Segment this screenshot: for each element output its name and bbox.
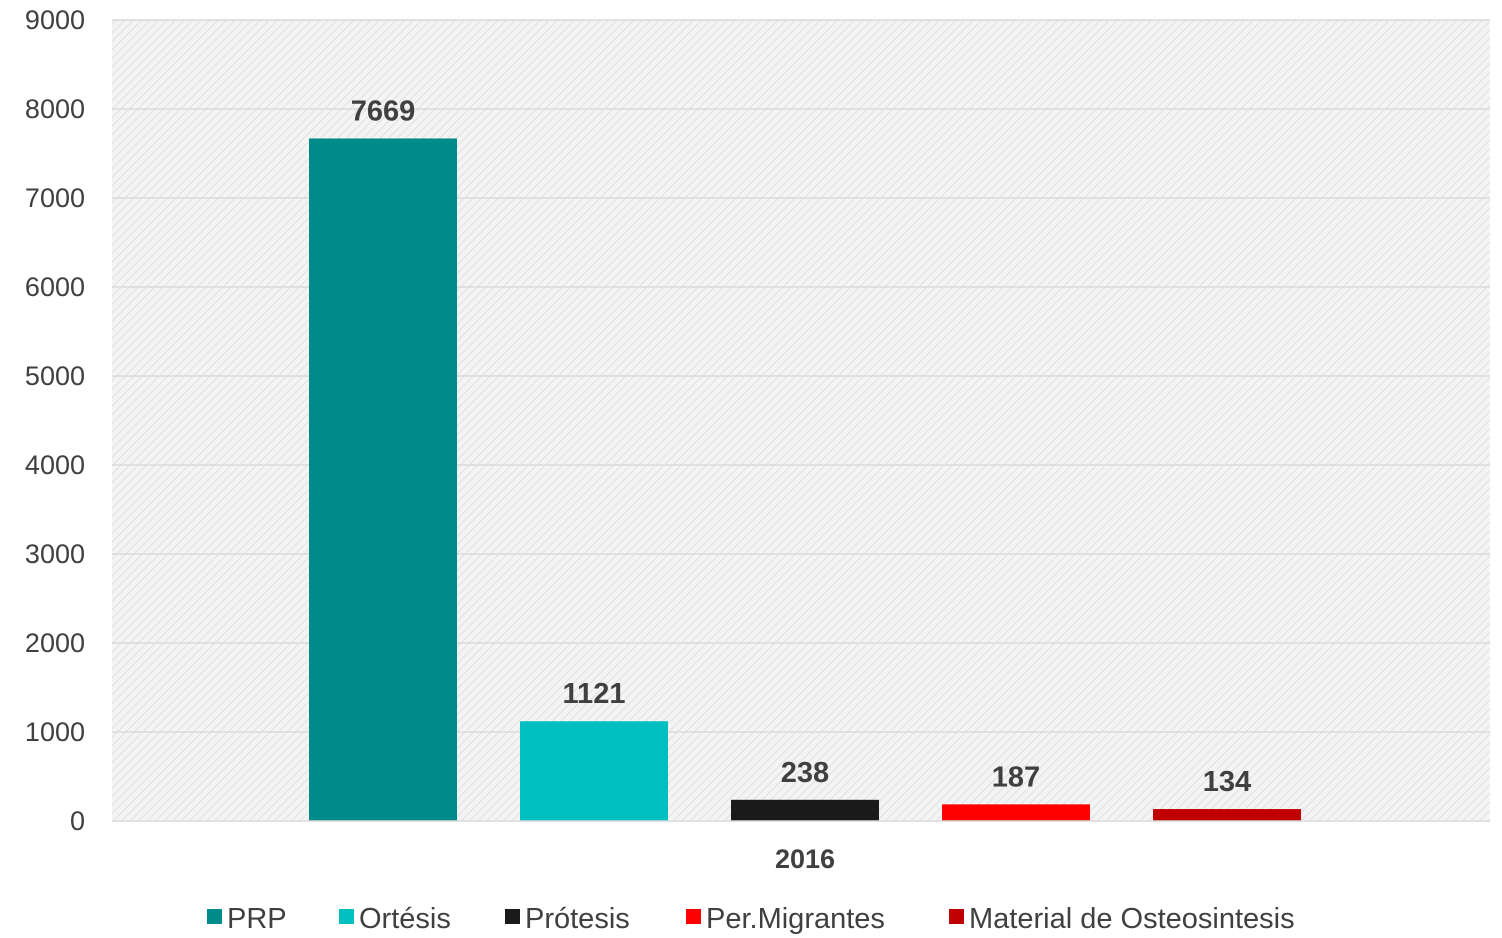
x-axis-category-labels: 2016 bbox=[775, 844, 835, 874]
legend-item: Ortésis bbox=[339, 903, 451, 935]
x-category-label: 2016 bbox=[775, 844, 835, 874]
y-tick-label: 3000 bbox=[25, 539, 85, 569]
legend-swatch bbox=[949, 909, 964, 924]
legend-label: PRP bbox=[227, 903, 287, 935]
data-label: 1121 bbox=[563, 678, 626, 710]
bar bbox=[520, 721, 668, 821]
legend-item: PRP bbox=[207, 903, 287, 935]
y-tick-label: 1000 bbox=[25, 717, 85, 747]
bars bbox=[309, 138, 1301, 822]
legend-item: Per.Migrantes bbox=[686, 903, 885, 935]
legend: PRP Ortésis Prótesis Per.Migrantes Material … bbox=[207, 903, 1295, 935]
y-tick-label: 5000 bbox=[25, 361, 85, 391]
y-tick-label: 4000 bbox=[25, 450, 85, 480]
legend-label: Per.Migrantes bbox=[706, 903, 885, 935]
y-tick-label: 0 bbox=[70, 806, 85, 836]
y-axis-tick-labels: 0 1000 2000 3000 4000 5000 6000 7000 8000 9000 bbox=[25, 5, 85, 836]
data-label: 238 bbox=[781, 757, 829, 789]
legend-label: Prótesis bbox=[525, 903, 630, 935]
legend-item: Material de Osteosintesis bbox=[949, 903, 1295, 935]
data-label: 187 bbox=[992, 761, 1040, 793]
legend-swatch bbox=[207, 909, 222, 924]
bar bbox=[309, 138, 457, 822]
legend-swatch bbox=[686, 909, 701, 924]
data-label: 7669 bbox=[351, 95, 416, 127]
data-labels: 7669 1121 238 187 134 bbox=[351, 95, 1251, 798]
legend-swatch bbox=[339, 909, 354, 924]
legend-label: Ortésis bbox=[359, 903, 451, 935]
y-tick-label: 8000 bbox=[25, 94, 85, 124]
legend-item: Prótesis bbox=[505, 903, 630, 935]
y-tick-label: 7000 bbox=[25, 183, 85, 213]
data-label: 134 bbox=[1203, 766, 1251, 798]
legend-swatch bbox=[505, 909, 520, 924]
bar bbox=[1153, 809, 1301, 821]
bar bbox=[942, 804, 1090, 821]
bar bbox=[731, 799, 879, 821]
y-tick-label: 2000 bbox=[25, 628, 85, 658]
y-tick-label: 6000 bbox=[25, 272, 85, 302]
y-tick-label: 9000 bbox=[25, 5, 85, 35]
legend-label: Material de Osteosintesis bbox=[969, 903, 1295, 935]
